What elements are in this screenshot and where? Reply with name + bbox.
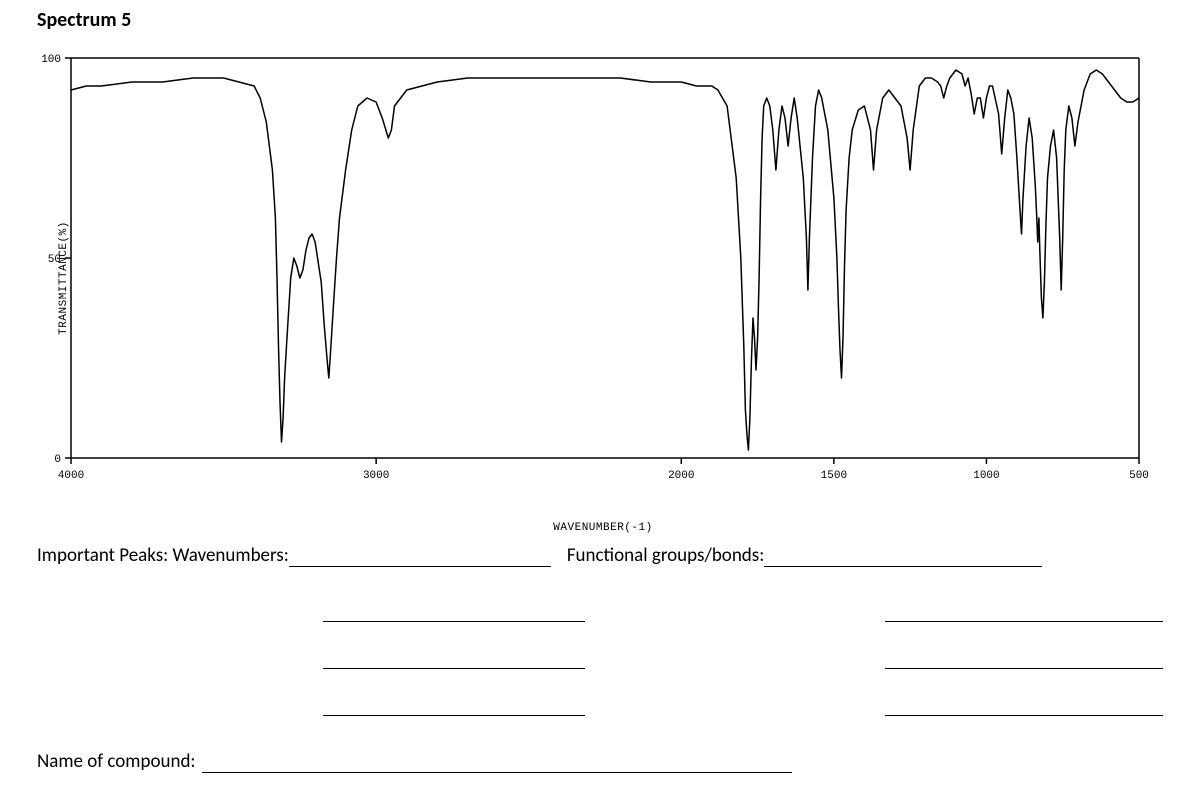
- important-peaks-label: Important Peaks: Wavenumbers:: [37, 544, 289, 567]
- answer-section: Important Peaks: Wavenumbers: Functional…: [37, 544, 1163, 773]
- peaks-row: Important Peaks: Wavenumbers: Functional…: [37, 544, 1163, 567]
- x-tick-label: 500: [1129, 470, 1149, 482]
- y-tick-label: 50: [48, 254, 61, 266]
- spectrum-title: Spectrum 5: [37, 8, 131, 32]
- fgroup-blank-2[interactable]: [885, 601, 1163, 622]
- spectrum-trace: [71, 70, 1139, 450]
- wavenumber-blank-2[interactable]: [323, 601, 585, 622]
- fgroup-blank-4[interactable]: [885, 695, 1163, 716]
- wavenumber-blank-3[interactable]: [323, 648, 585, 669]
- name-of-compound-label: Name of compound:: [37, 750, 196, 773]
- functional-groups-label: Functional groups/bonds:: [567, 544, 764, 567]
- chart-svg: 10050040003000200015001000500: [61, 58, 1149, 458]
- y-tick-label: 100: [41, 54, 61, 66]
- wavenumber-blank-4[interactable]: [323, 695, 585, 716]
- page: Spectrum 5 TRANSMITTANCE(%) 100500400030…: [0, 0, 1200, 787]
- fgroup-blank-1[interactable]: [764, 546, 1042, 567]
- ir-spectrum-chart: TRANSMITTANCE(%) 10050040003000200015001…: [33, 58, 1173, 498]
- x-tick-label: 4000: [58, 470, 84, 482]
- fgroup-blanks-col: [885, 575, 1163, 716]
- extra-lines-row: [37, 575, 1163, 716]
- x-tick-label: 2000: [668, 470, 694, 482]
- x-tick-label: 3000: [363, 470, 389, 482]
- name-blank[interactable]: [202, 752, 792, 773]
- wavenumber-blanks-col: [323, 575, 585, 716]
- x-tick-label: 1000: [973, 470, 999, 482]
- compound-name-row: Name of compound:: [37, 750, 1163, 773]
- wavenumber-blank-1[interactable]: [289, 546, 551, 567]
- x-tick-label: 1500: [821, 470, 847, 482]
- y-tick-label: 0: [54, 454, 61, 466]
- x-axis-label: WAVENUMBER(-1): [553, 522, 652, 534]
- fgroup-blank-3[interactable]: [885, 648, 1163, 669]
